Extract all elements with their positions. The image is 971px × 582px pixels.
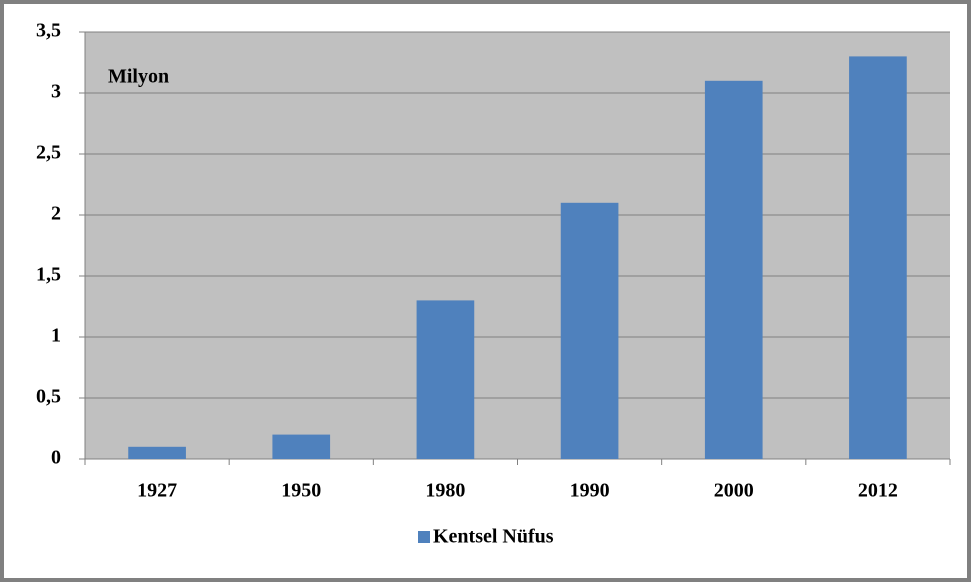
y-tick-label: 3 [51,81,61,103]
y-tick-label: 0,5 [36,386,61,408]
legend-label: Kentsel Nüfus [433,526,554,548]
bar [560,202,619,460]
bar [128,446,186,459]
legend-swatch [418,531,430,543]
y-tick-label: 1,5 [36,264,61,286]
x-tick-label: 1990 [570,480,610,502]
y-tick-label: 3,5 [36,20,61,42]
plot-area [85,32,950,459]
annotation: Milyon [108,66,169,88]
x-tick-label: 1927 [137,480,177,502]
bar [849,56,907,460]
y-tick-label: 1 [51,325,61,347]
x-tick-label: 2012 [858,480,898,502]
x-tick-label: 1980 [425,480,465,502]
bar [416,300,475,459]
x-tick-label: 1950 [281,480,321,502]
bar [272,434,331,459]
y-tick-label: 0 [51,447,61,469]
x-tick-label: 2000 [714,480,754,502]
y-tick-label: 2,5 [36,142,61,164]
y-tick-label: 2 [51,203,61,225]
bar [704,80,763,460]
